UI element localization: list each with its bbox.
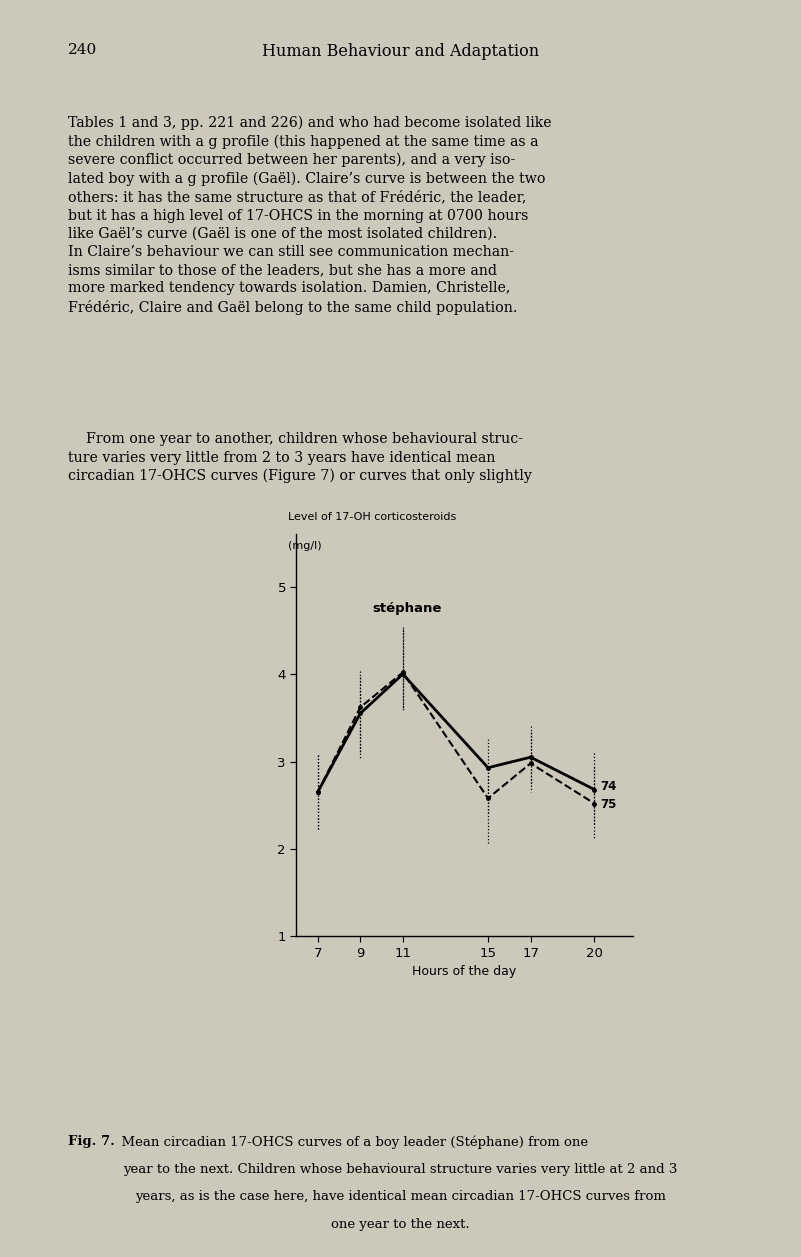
Text: year to the next. Children whose behavioural structure varies very little at 2 a: year to the next. Children whose behavio…: [123, 1163, 678, 1175]
Text: Human Behaviour and Adaptation: Human Behaviour and Adaptation: [262, 43, 539, 60]
Text: Level of 17-OH corticosteroids: Level of 17-OH corticosteroids: [288, 512, 457, 522]
Text: years, as is the case here, have identical mean circadian 17-OHCS curves from: years, as is the case here, have identic…: [135, 1190, 666, 1203]
Text: 74: 74: [600, 781, 616, 793]
Text: (mg/l): (mg/l): [288, 541, 322, 551]
Text: Fig. 7.: Fig. 7.: [68, 1135, 115, 1148]
Text: From one year to another, children whose behavioural struc-
ture varies very lit: From one year to another, children whose…: [68, 432, 532, 483]
Text: Tables 1 and 3, pp. 221 and 226) and who had become isolated like
the children w: Tables 1 and 3, pp. 221 and 226) and who…: [68, 116, 552, 314]
Text: one year to the next.: one year to the next.: [331, 1218, 470, 1231]
Text: 240: 240: [68, 43, 98, 57]
Text: Mean circadian 17-OHCS curves of a boy leader (Stéphane) from one: Mean circadian 17-OHCS curves of a boy l…: [113, 1135, 588, 1149]
Text: 75: 75: [600, 798, 616, 811]
X-axis label: Hours of the day: Hours of the day: [413, 965, 517, 978]
Text: stéphane: stéphane: [372, 602, 442, 616]
